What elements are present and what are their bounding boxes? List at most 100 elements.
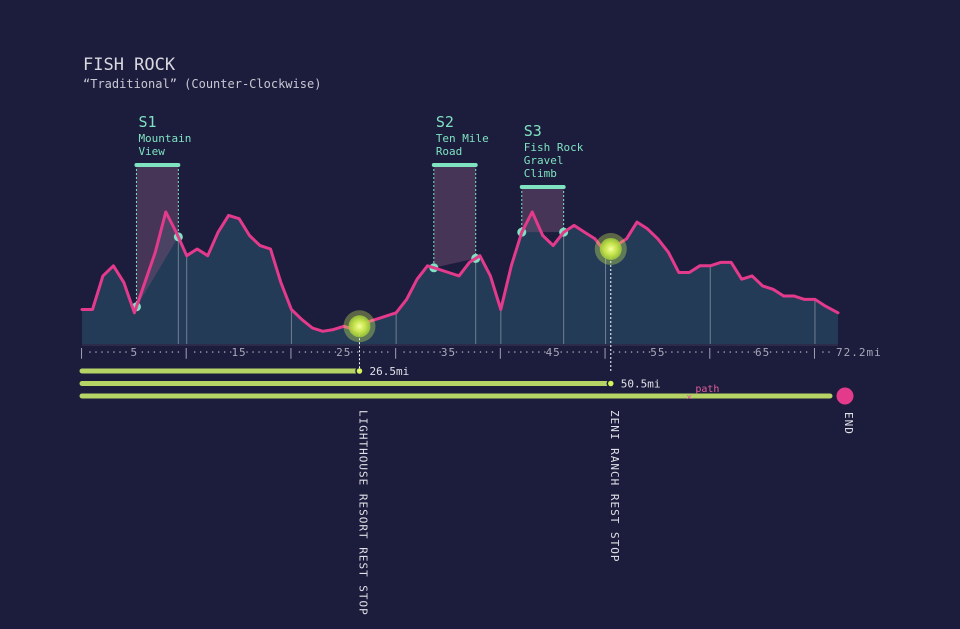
axis-dot <box>403 351 405 353</box>
axis-dot <box>560 351 562 353</box>
elevation-line <box>80 210 840 333</box>
axis-dot <box>433 351 435 353</box>
axis-dot <box>95 351 97 353</box>
axis-dot <box>380 351 383 353</box>
axis-dot <box>671 351 673 353</box>
axis-dot <box>596 351 598 353</box>
axis-divider-tick: | <box>497 346 505 359</box>
path-marker: × <box>686 392 692 403</box>
axis-dot <box>781 351 784 353</box>
axis-dot <box>636 351 639 353</box>
axis-dot <box>374 351 377 353</box>
progress-bar-label: 26.5mi <box>369 365 409 378</box>
axis-dot <box>648 351 651 353</box>
axis-dot <box>735 351 738 353</box>
axis-dot <box>101 351 103 353</box>
elevation-area <box>82 212 838 344</box>
axis-dot <box>246 351 248 353</box>
axis-dot <box>298 351 301 353</box>
elevation-area-layer <box>82 212 838 344</box>
axis-dot <box>177 351 180 353</box>
axis-dot <box>572 351 574 353</box>
axis-dot <box>769 351 772 353</box>
axis-dot <box>252 351 254 353</box>
rest-stop-label: ZENI RANCH REST STOP <box>608 410 621 562</box>
axis-divider-tick: | <box>288 346 296 359</box>
axis-dot <box>538 351 540 353</box>
axis-dot <box>805 351 808 353</box>
axis-dot <box>717 351 720 353</box>
x-tick-label: 5 <box>131 346 139 359</box>
axis-dot <box>747 351 750 353</box>
rest-stop-marker <box>348 315 371 338</box>
axis-dot <box>520 351 522 353</box>
chart-subtitle: “Traditional” (Counter-Clockwise) <box>83 77 321 91</box>
axis-dot <box>409 351 411 353</box>
axis-dot <box>258 351 260 353</box>
segment-name: Climb <box>524 167 557 180</box>
axis-dot <box>455 351 458 353</box>
axis-dot <box>276 351 278 353</box>
axis-dot <box>741 351 744 353</box>
axis-dot <box>362 351 365 353</box>
axis-dot <box>822 351 824 353</box>
segment-name: Road <box>436 145 463 158</box>
axis-dot <box>421 351 423 353</box>
axis-dot <box>193 351 196 353</box>
axis-divider-tick: | <box>392 346 400 359</box>
segment-name: Mountain <box>138 132 191 145</box>
axis-dot <box>723 351 726 353</box>
axis-dot <box>107 351 109 353</box>
axis-dot <box>544 351 546 353</box>
x-tick-label: 72.2mi <box>836 346 882 359</box>
axis-dot <box>427 351 429 353</box>
axis-divider-tick: | <box>706 346 714 359</box>
axis-dot <box>683 351 685 353</box>
axis-dot <box>787 351 790 353</box>
axis-dot <box>125 351 127 353</box>
rest-stop-layer: LIGHTHOUSE RESORT REST STOP ZENI RANCH RE… <box>343 232 627 616</box>
axis-dot <box>624 351 627 353</box>
axis-dot <box>508 351 510 353</box>
axis-dot <box>793 351 796 353</box>
axis-dot <box>479 351 482 353</box>
progress-bar-label: 50.5mi <box>621 378 661 391</box>
axis-dot <box>356 351 359 353</box>
axis-dot <box>491 351 494 353</box>
axis-dot <box>630 351 633 353</box>
axis-dot <box>677 351 679 353</box>
axis-dot <box>205 351 208 353</box>
axis-dot <box>264 351 266 353</box>
axis-dot <box>439 351 441 353</box>
axis-dot <box>461 351 464 353</box>
axis-dot <box>322 351 325 353</box>
progress-bars: 26.5mi 50.5mi path× END <box>79 365 855 435</box>
axis-dot <box>153 351 156 353</box>
axis-dot <box>211 351 214 353</box>
segment-name: Ten Mile <box>436 132 489 145</box>
axis-dot <box>578 351 580 353</box>
progress-bar-end-dot <box>606 379 616 388</box>
axis-dot <box>485 351 488 353</box>
chart-title: FISH ROCK <box>83 55 176 75</box>
axis-dot <box>282 351 284 353</box>
axis-dot <box>775 351 778 353</box>
segment-shade <box>136 165 179 307</box>
axis-dot <box>328 351 331 353</box>
axis-dot <box>229 351 232 353</box>
axis-dot <box>159 351 162 353</box>
segment-shade <box>521 187 564 233</box>
axis-dot <box>310 351 313 353</box>
axis-dot <box>199 351 202 353</box>
x-tick-label: 45 <box>546 346 561 359</box>
rest-stop-marker <box>599 237 622 260</box>
axis-dot <box>799 351 802 353</box>
axis-dot <box>304 351 307 353</box>
axis-dot <box>334 351 337 353</box>
end-marker <box>836 387 854 405</box>
axis-dot <box>590 351 592 353</box>
axis-dot <box>526 351 528 353</box>
axis-divider-tick: | <box>183 346 191 359</box>
